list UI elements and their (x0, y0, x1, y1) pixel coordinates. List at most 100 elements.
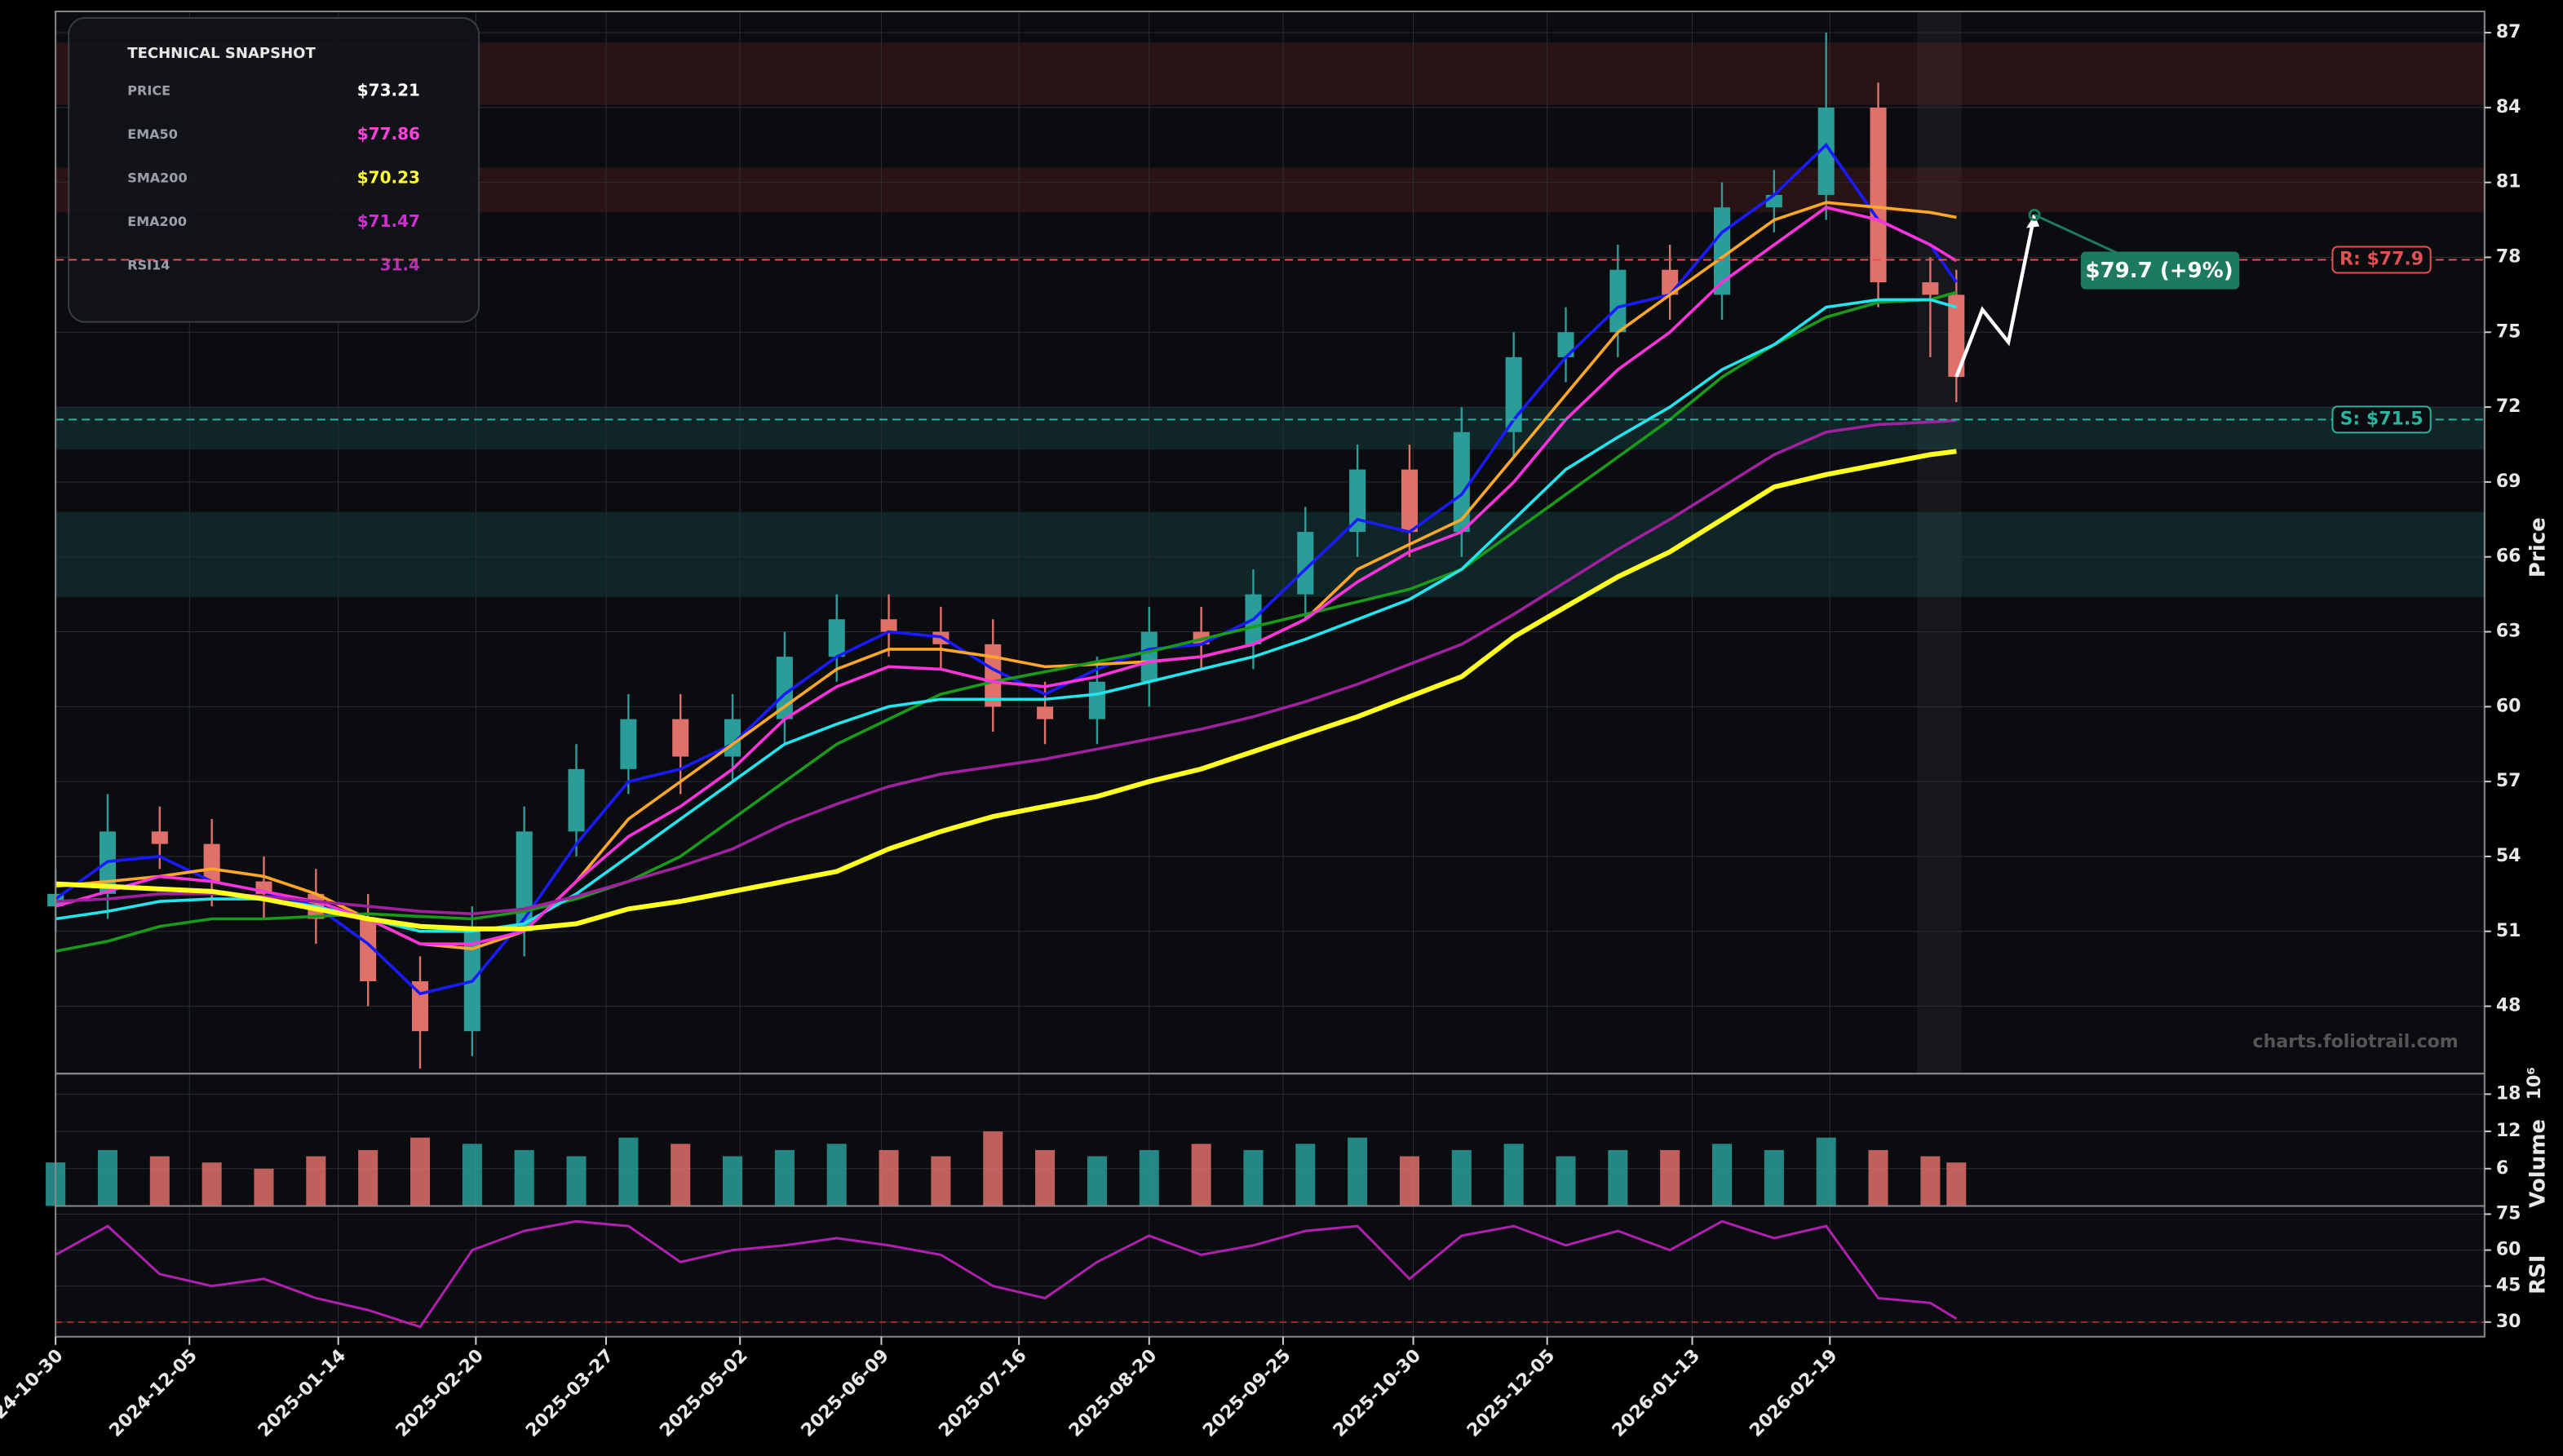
volume-bar (306, 1156, 326, 1206)
candle-body (985, 644, 1002, 707)
snapshot-value: $77.86 (357, 124, 420, 144)
volume-bar (566, 1156, 587, 1206)
rsi-pane-border (55, 1205, 2486, 1338)
y-tick-label: 51 (2496, 921, 2521, 941)
volume-bar (1946, 1162, 1967, 1206)
y-tick-label: 12 (2496, 1121, 2521, 1141)
y-tick-label: 48 (2496, 996, 2521, 1016)
snapshot-label: RSI14 (127, 258, 170, 273)
y-tick-label: 45 (2496, 1276, 2521, 1296)
volume-bar (671, 1144, 691, 1206)
snapshot-value: $70.23 (357, 168, 420, 188)
volume-bar (1711, 1144, 1733, 1206)
volume-bar (514, 1149, 534, 1206)
y-tick-label: 60 (2496, 696, 2521, 716)
rsi-line (55, 1219, 1958, 1329)
candle-body (1140, 631, 1158, 682)
volume-bar (254, 1168, 274, 1206)
volume-bar (826, 1144, 847, 1206)
candle-body (1037, 706, 1054, 719)
candle-body (1453, 431, 1470, 533)
forecast-target (2028, 208, 2041, 221)
y-tick-label: 30 (2496, 1312, 2521, 1332)
candle-body (1817, 107, 1835, 195)
volume-bar (1764, 1149, 1784, 1206)
y-tick-label: 87 (2496, 22, 2521, 42)
volume-bar (1295, 1144, 1316, 1206)
snapshot-label: SMA200 (127, 170, 187, 186)
y-tick-label: 54 (2496, 846, 2521, 866)
forecast-arrowhead (2026, 215, 2040, 228)
moving-average-line (55, 449, 1957, 932)
volume-bar (462, 1144, 482, 1206)
moving-average-line (55, 142, 1958, 996)
volume-bar (1139, 1149, 1159, 1206)
candle-body (1609, 269, 1627, 333)
snapshot-value: $73.21 (357, 81, 420, 100)
snapshot-box (68, 17, 480, 323)
volume-bar (879, 1149, 899, 1206)
level-label-box (2331, 246, 2432, 274)
y-tick-label: 75 (2496, 321, 2521, 342)
candle-body (360, 918, 377, 981)
volume-bar (931, 1156, 951, 1206)
volume-bar (723, 1156, 743, 1206)
volume-bar (774, 1149, 795, 1206)
y-tick-label: 75 (2496, 1203, 2521, 1224)
y-tick-label: 84 (2496, 97, 2521, 117)
volume-bar (1451, 1149, 1472, 1206)
volume-bar (409, 1137, 431, 1206)
y-tick-label: 81 (2496, 172, 2521, 193)
volume-bar (1503, 1144, 1524, 1206)
volume-bar (1920, 1156, 1941, 1206)
candle-body (151, 831, 168, 844)
candle-body (203, 843, 220, 882)
candle-body (880, 619, 897, 632)
y-tick-label: 18 (2496, 1083, 2521, 1104)
volume-bar (1399, 1156, 1419, 1206)
volume-bar (358, 1149, 378, 1206)
y-axis-label: Price (2525, 517, 2550, 578)
candle-body (1349, 469, 1366, 533)
snapshot-panel: TECHNICAL SNAPSHOT PRICE $73.21 EMA50 $77.8… (68, 17, 480, 323)
y-tick-label: 72 (2496, 396, 2521, 417)
candle-body (672, 719, 689, 757)
candle-body (828, 619, 845, 657)
candle-body (1870, 107, 1887, 283)
volume-bar (1868, 1149, 1888, 1206)
volume-bar (618, 1137, 639, 1206)
volume-bar (1191, 1144, 1211, 1206)
forecast-label-box (2080, 251, 2240, 290)
volume-bar (1348, 1137, 1368, 1206)
volume-bar (1243, 1149, 1264, 1206)
snapshot-label: PRICE (127, 83, 170, 99)
snapshot-value: $71.47 (357, 211, 420, 231)
rsi-axis-label: RSI (2525, 1255, 2550, 1294)
y-tick-label: 69 (2496, 471, 2521, 492)
moving-average-line (55, 206, 1958, 945)
candle-body (1557, 332, 1574, 357)
y-tick-label: 60 (2496, 1240, 2521, 1260)
y-tick-label: 66 (2496, 547, 2521, 567)
y-tick-label: 57 (2496, 771, 2521, 791)
y-tick-label: 63 (2496, 622, 2521, 642)
price-zone (55, 407, 2485, 450)
level-label-box (2331, 405, 2432, 434)
volume-bar (1816, 1137, 1836, 1206)
forecast-line (1954, 215, 2037, 378)
candle-body (1088, 681, 1105, 719)
forecast-connector (2034, 214, 2126, 258)
watermark: charts.foliotrail.com (2253, 1032, 2459, 1052)
volume-bar (983, 1131, 1003, 1206)
snapshot-title: TECHNICAL SNAPSHOT (127, 45, 316, 62)
price-zone (55, 511, 2485, 597)
y-tick-label: 78 (2496, 246, 2521, 267)
moving-average-line (55, 418, 1957, 916)
main-layer (46, 33, 1967, 1329)
moving-average-line (55, 290, 1957, 953)
volume-scale: 10⁶ (2525, 1067, 2545, 1100)
volume-bar (149, 1156, 170, 1206)
volume-bar (1608, 1149, 1628, 1206)
